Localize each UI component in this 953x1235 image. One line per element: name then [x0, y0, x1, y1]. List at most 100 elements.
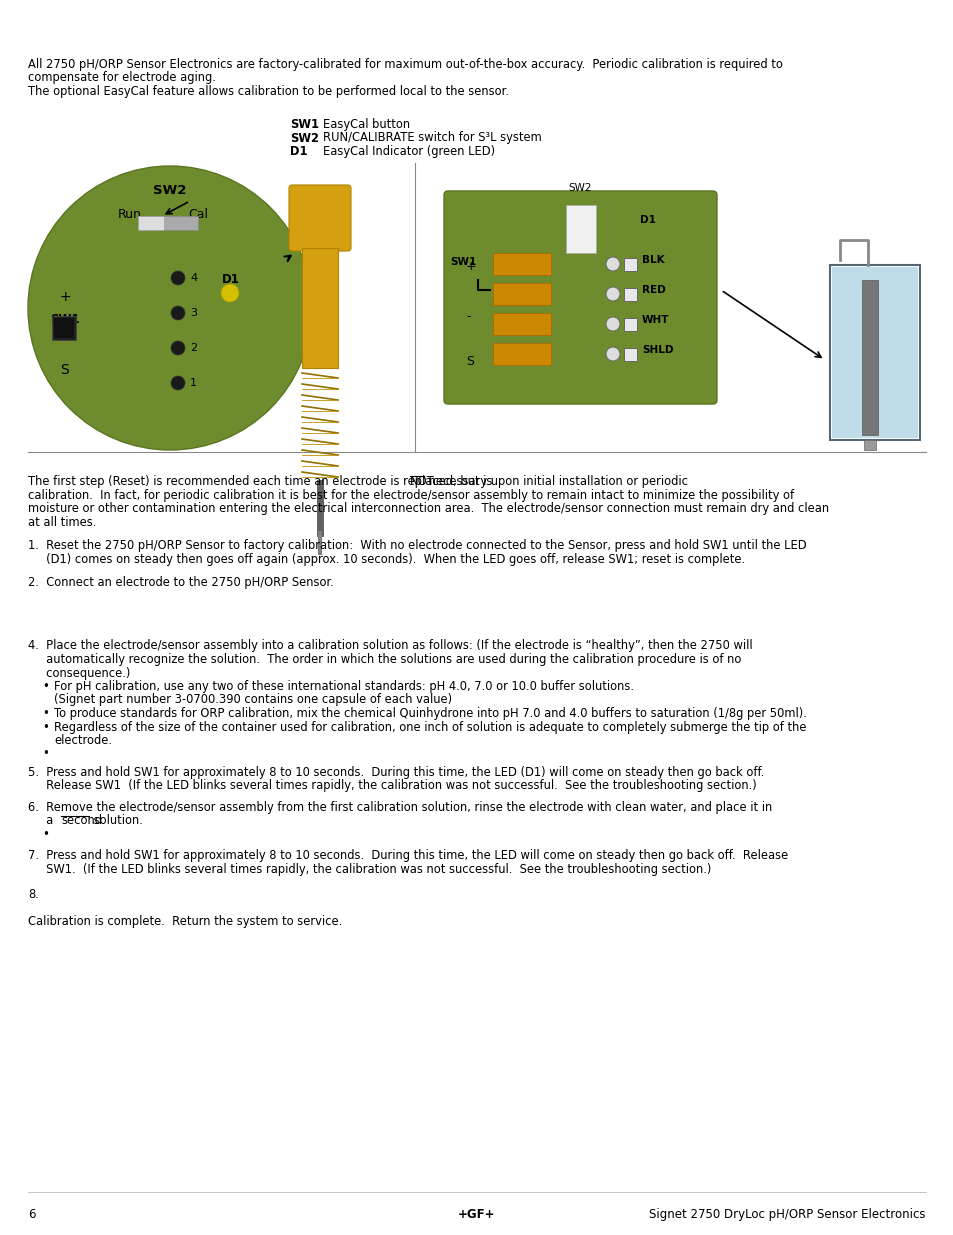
Bar: [829, 266, 919, 440]
Text: (Signet part number 3-0700.390 contains one capsule of each value): (Signet part number 3-0700.390 contains …: [54, 694, 452, 706]
Text: +: +: [60, 290, 71, 304]
Text: compensate for electrode aging.: compensate for electrode aging.: [28, 72, 215, 84]
Text: (D1) comes on steady then goes off again (approx. 10 seconds).  When the LED goe: (D1) comes on steady then goes off again…: [28, 552, 744, 566]
Text: electrode.: electrode.: [54, 734, 112, 747]
Bar: [54, 317, 74, 338]
Text: The first step (Reset) is recommended each time an electrode is replaced, but is: The first step (Reset) is recommended ea…: [28, 475, 496, 488]
Text: D1: D1: [290, 144, 307, 158]
Bar: [862, 280, 877, 435]
Text: Calibration is complete.  Return the system to service.: Calibration is complete. Return the syst…: [28, 915, 342, 929]
Text: S: S: [60, 363, 69, 377]
Text: 7.  Press and hold SW1 for approximately 8 to 10 seconds.  During this time, the: 7. Press and hold SW1 for approximately …: [28, 850, 787, 862]
Text: second: second: [61, 815, 102, 827]
Circle shape: [605, 317, 619, 331]
Text: a: a: [28, 815, 57, 827]
Text: 8.: 8.: [28, 888, 39, 902]
Text: The optional EasyCal feature allows calibration to be performed local to the sen: The optional EasyCal feature allows cali…: [28, 85, 509, 98]
Bar: [138, 216, 164, 230]
Text: 1.  Reset the 2750 pH/ORP Sensor to factory calibration:  With no electrode conn: 1. Reset the 2750 pH/ORP Sensor to facto…: [28, 538, 806, 552]
Circle shape: [28, 165, 312, 450]
FancyBboxPatch shape: [443, 191, 717, 404]
Text: moisture or other contamination entering the electrical interconnection area.  T: moisture or other contamination entering…: [28, 501, 828, 515]
Text: EasyCal Indicator (green LED): EasyCal Indicator (green LED): [323, 144, 495, 158]
Text: C: C: [580, 217, 589, 222]
Bar: [623, 348, 637, 361]
Text: +: +: [465, 261, 476, 273]
Text: WHT: WHT: [641, 315, 669, 325]
Text: 1: 1: [190, 378, 196, 388]
Text: SW1: SW1: [290, 119, 318, 131]
Text: solution.: solution.: [91, 815, 143, 827]
Text: •: •: [42, 706, 49, 720]
Text: SW1: SW1: [450, 257, 476, 267]
Text: SW1: SW1: [50, 312, 79, 326]
Text: N: N: [568, 245, 578, 251]
Circle shape: [605, 347, 619, 361]
Text: D1: D1: [222, 273, 239, 287]
Text: S: S: [465, 354, 474, 368]
Bar: [493, 253, 551, 275]
Text: •: •: [42, 720, 49, 734]
Text: 2: 2: [516, 315, 523, 325]
Text: 2: 2: [190, 343, 197, 353]
Text: NOT: NOT: [410, 475, 435, 488]
Bar: [565, 205, 596, 253]
Text: RED: RED: [641, 285, 665, 295]
Bar: [623, 317, 637, 331]
Text: -: -: [60, 329, 65, 342]
Circle shape: [605, 257, 619, 270]
Circle shape: [171, 306, 185, 320]
Text: at all times.: at all times.: [28, 515, 96, 529]
Text: calibration.  In fact, for periodic calibration it is best for the electrode/sen: calibration. In fact, for periodic calib…: [28, 489, 793, 501]
Circle shape: [605, 287, 619, 301]
Bar: [831, 267, 917, 438]
Text: automatically recognize the solution.  The order in which the solutions are used: automatically recognize the solution. Th…: [28, 653, 740, 666]
Bar: [52, 316, 76, 340]
Text: Signet 2750 DryLoc pH/ORP Sensor Electronics: Signet 2750 DryLoc pH/ORP Sensor Electro…: [649, 1208, 925, 1221]
Text: 3: 3: [190, 308, 196, 317]
Text: +GF+: +GF+: [457, 1208, 496, 1221]
Text: A: A: [580, 230, 589, 235]
Bar: [493, 343, 551, 366]
Bar: [493, 312, 551, 335]
Text: EasyCal button: EasyCal button: [323, 119, 410, 131]
Circle shape: [171, 375, 185, 390]
Text: 6.  Remove the electrode/sensor assembly from the first calibration solution, ri: 6. Remove the electrode/sensor assembly …: [28, 802, 771, 814]
Text: Release SW1  (If the LED blinks several times rapidly, the calibration was not s: Release SW1 (If the LED blinks several t…: [28, 779, 756, 793]
Text: •: •: [42, 747, 49, 761]
Circle shape: [171, 270, 185, 285]
Text: BLK: BLK: [641, 254, 664, 266]
Text: Regardless of the size of the container used for calibration, one inch of soluti: Regardless of the size of the container …: [54, 720, 805, 734]
Bar: [493, 283, 551, 305]
Text: -: -: [465, 310, 470, 324]
Text: R: R: [568, 217, 578, 222]
Text: •: •: [42, 680, 49, 693]
Text: SW2: SW2: [290, 131, 318, 144]
Text: 1: 1: [516, 345, 523, 354]
Text: SHLD: SHLD: [641, 345, 673, 354]
FancyBboxPatch shape: [289, 185, 351, 251]
Text: SW1.  (If the LED blinks several times rapidly, the calibration was not successf: SW1. (If the LED blinks several times ra…: [28, 863, 711, 876]
Text: 3: 3: [516, 285, 523, 295]
Text: RUN/CALIBRATE switch for S³L system: RUN/CALIBRATE switch for S³L system: [323, 131, 541, 144]
Text: SW2: SW2: [153, 184, 187, 198]
Text: —: —: [63, 324, 74, 333]
Text: 6: 6: [28, 1208, 35, 1221]
Text: L: L: [580, 243, 589, 247]
Text: consequence.): consequence.): [28, 667, 131, 679]
Bar: [863, 440, 875, 450]
Text: •: •: [42, 827, 49, 841]
Circle shape: [221, 284, 239, 303]
Text: necessary upon initial installation or periodic: necessary upon initial installation or p…: [425, 475, 688, 488]
Bar: [138, 216, 198, 230]
Text: Run: Run: [118, 207, 142, 221]
Bar: [623, 288, 637, 301]
Text: Cal: Cal: [188, 207, 208, 221]
Text: SW2: SW2: [567, 183, 591, 193]
Bar: [623, 258, 637, 270]
Bar: [302, 248, 337, 368]
Text: 4.  Place the electrode/sensor assembly into a calibration solution as follows: : 4. Place the electrode/sensor assembly i…: [28, 640, 752, 652]
Text: 4: 4: [516, 254, 523, 266]
Text: 4: 4: [190, 273, 197, 283]
Text: For pH calibration, use any two of these international standards: pH 4.0, 7.0 or: For pH calibration, use any two of these…: [54, 680, 634, 693]
